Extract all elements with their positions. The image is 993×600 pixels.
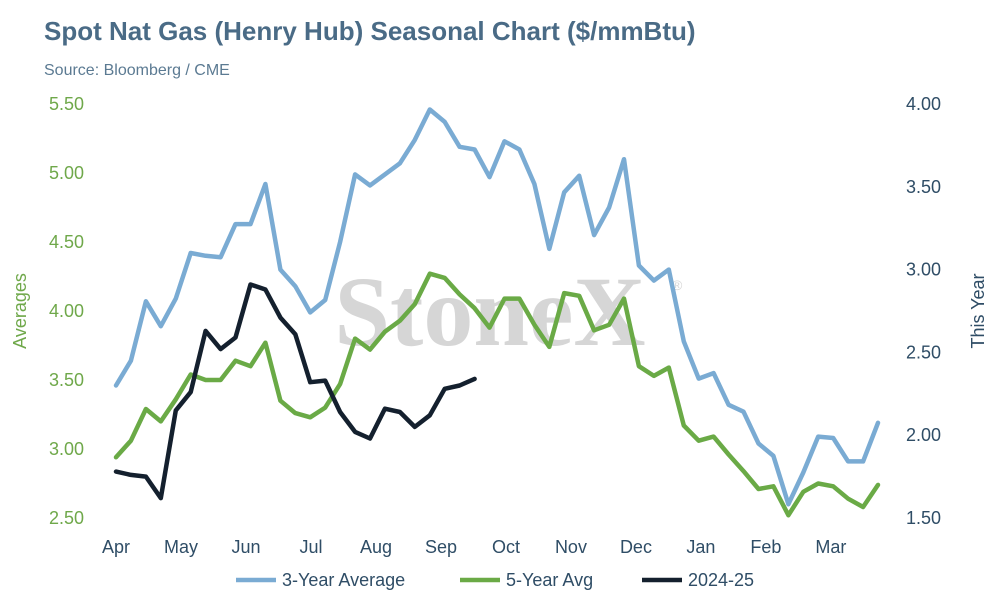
right-tick-label: 3.50: [906, 177, 941, 197]
watermark: StoneX ®: [334, 256, 683, 367]
chart-subtitle: Source: Bloomberg / CME: [44, 62, 230, 79]
left-tick-label: 2.50: [49, 508, 84, 528]
right-tick-label: 4.00: [906, 94, 941, 114]
x-tick-label: Oct: [492, 537, 520, 557]
x-tick-label: Apr: [102, 537, 130, 557]
series-line-0: [113, 107, 881, 507]
watermark-text: StoneX: [334, 256, 645, 367]
x-tick-label: Mar: [815, 537, 846, 557]
right-axis-label: This Year: [968, 273, 988, 348]
right-tick-label: 3.00: [906, 260, 941, 280]
x-tick-label: May: [164, 537, 198, 557]
x-tick-label: Jun: [231, 537, 260, 557]
left-tick-label: 3.50: [49, 370, 84, 390]
right-tick-label: 1.50: [906, 508, 941, 528]
watermark-registered-mark: ®: [672, 277, 683, 293]
legend-label-1: 5-Year Avg: [506, 570, 593, 590]
left-tick-label: 5.00: [49, 163, 84, 183]
left-axis: 2.50 3.00 3.50 4.00 4.50 5.00 5.50: [49, 94, 84, 528]
left-tick-label: 3.00: [49, 439, 84, 459]
x-tick-label: Sep: [425, 537, 457, 557]
legend-label-2: 2024-25: [688, 570, 754, 590]
right-axis: 1.50 2.00 2.50 3.00 3.50 4.00: [906, 94, 941, 528]
left-axis-label: Averages: [10, 273, 30, 349]
x-axis: Apr May Jun Jul Aug Sep Oct Nov Dec Jan Feb Mar: [102, 537, 846, 557]
chart-title: Spot Nat Gas (Henry Hub) Seasonal Chart …: [44, 16, 696, 46]
legend: 3-Year Average 5-Year Avg 2024-25: [236, 570, 754, 590]
x-tick-label: Dec: [620, 537, 652, 557]
legend-label-0: 3-Year Average: [282, 570, 405, 590]
series-lines: [113, 107, 881, 518]
left-tick-label: 4.50: [49, 232, 84, 252]
series-line-1: [113, 271, 881, 518]
x-tick-label: Feb: [750, 537, 781, 557]
right-tick-label: 2.50: [906, 342, 941, 362]
right-tick-label: 2.00: [906, 425, 941, 445]
left-tick-label: 5.50: [49, 94, 84, 114]
series-line-2: [113, 282, 477, 501]
x-tick-label: Jul: [299, 537, 322, 557]
x-tick-label: Nov: [555, 537, 587, 557]
x-tick-label: Jan: [686, 537, 715, 557]
x-tick-label: Aug: [360, 537, 392, 557]
left-tick-label: 4.00: [49, 301, 84, 321]
